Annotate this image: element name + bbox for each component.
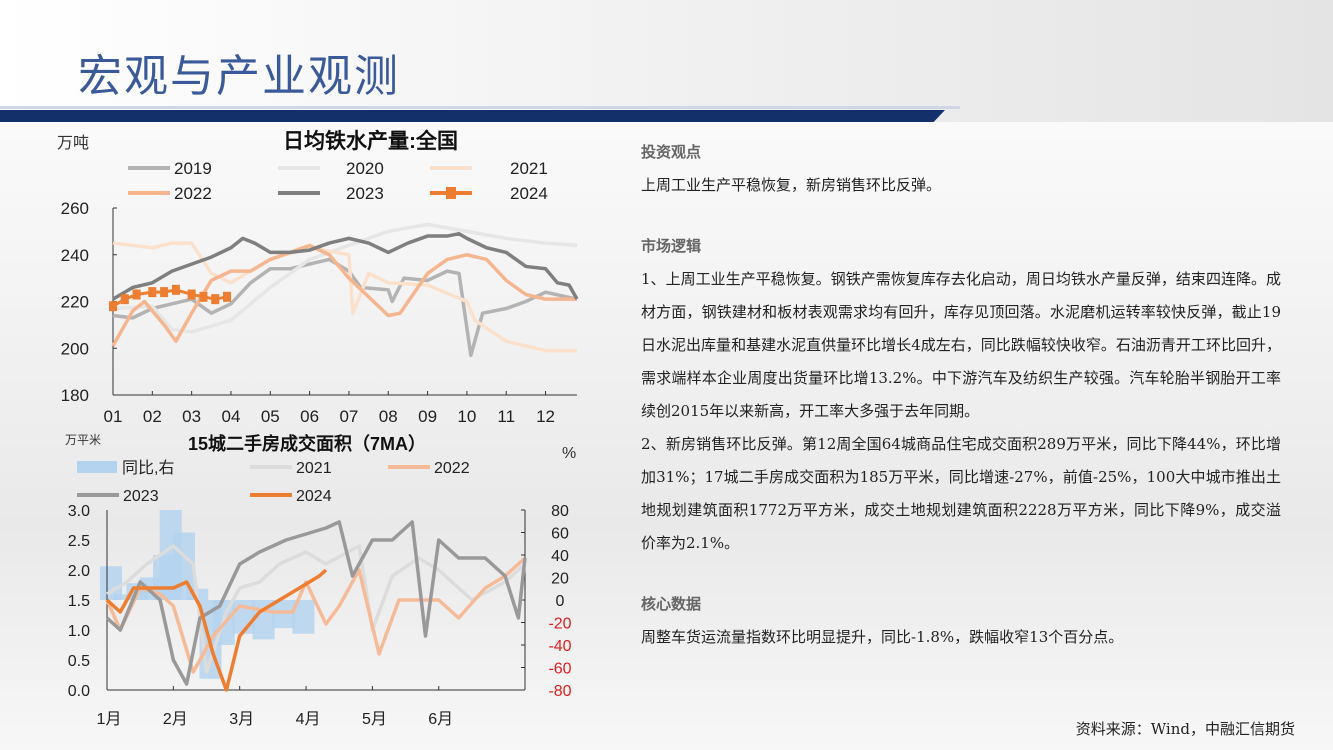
- y2-tick-label: 60: [551, 526, 569, 543]
- section-title: 市场逻辑: [641, 237, 702, 255]
- y-tick-label: 1.0: [68, 623, 90, 640]
- x-tick-label: 10: [457, 407, 476, 426]
- x-tick-label: 01: [104, 407, 123, 426]
- y2-tick-label: 80: [551, 503, 569, 520]
- chart-title: 日均铁水产量:全国: [283, 129, 458, 153]
- paragraph-1: 1、上周工业生产平稳恢复。钢铁产需恢复库存去化启动，周日均铁水产量反弹，结束四连…: [641, 270, 1281, 420]
- x-tick-label: 4月: [296, 711, 321, 728]
- y-tick-label: 3.0: [68, 503, 90, 520]
- series-2022: [111, 243, 577, 347]
- legend-label: 2020: [346, 159, 384, 178]
- x-tick-label: 6月: [428, 711, 453, 728]
- section-text: 周整车货运流量指数环比明显提升，同比-1.8%，跌幅收窄13个百分点。: [641, 628, 1124, 646]
- y2-tick-label: 0: [556, 593, 565, 610]
- header-divider: [0, 110, 945, 122]
- x-tick-label: 07: [339, 407, 358, 426]
- series-2024: [105, 568, 328, 692]
- x-tick-label: 2月: [163, 711, 188, 728]
- legend-label: 2022: [174, 184, 212, 203]
- legend-label: 2024: [510, 184, 548, 203]
- x-tick-label: 3月: [229, 711, 254, 728]
- data-point-2024: [171, 284, 180, 295]
- paragraph-2: 2、新房销售环比反弹。第12周全国64城商品住宅成交面积289万平米，同比下降4…: [641, 435, 1281, 552]
- data-point-2024: [160, 287, 169, 298]
- x-tick-label: 12: [536, 407, 555, 426]
- data-point-2024: [223, 291, 232, 302]
- series-2023: [112, 231, 579, 301]
- legend-label: 2021: [296, 460, 332, 477]
- legend-label: 2021: [510, 159, 548, 178]
- yoy-bar: [113, 594, 136, 600]
- yoy-bar: [272, 600, 295, 629]
- y-tick-label: 2.5: [68, 533, 90, 550]
- commentary-panel: 投资观点 上周工业生产平稳恢复，新房销售环比反弹。 市场逻辑 1、上周工业生产平…: [641, 136, 1281, 654]
- legend-label: 2023: [123, 488, 159, 505]
- series-2023: [105, 520, 527, 686]
- data-point-2024: [199, 291, 208, 302]
- y-tick-label: 180: [61, 386, 89, 405]
- x-tick-label: 08: [379, 407, 398, 426]
- legend-label: 同比,右: [122, 459, 174, 477]
- legend-marker: [446, 187, 456, 199]
- source-note: 资料来源：Wind，中融汇信期货: [1075, 720, 1295, 738]
- y-tick-label: 220: [61, 293, 89, 312]
- x-tick-label: 1月: [97, 711, 122, 728]
- legend-label: 2022: [434, 460, 470, 477]
- y2-tick-label: -60: [548, 661, 571, 678]
- x-tick-label: 03: [182, 407, 201, 426]
- y-tick-label: 1.5: [68, 593, 90, 610]
- section-text: 上周工业生产平稳恢复，新房销售环比反弹。: [641, 176, 942, 194]
- legend-label: 2023: [346, 184, 384, 203]
- series-2024: [112, 288, 228, 308]
- section-title: 投资观点: [641, 143, 702, 161]
- chart-title: 15城二手房成交面积（7MA）: [188, 433, 426, 454]
- second-hand-housing-chart: 15城二手房成交面积（7MA） 万平米% 同比,右 2021 2022 2023 2024 0…: [65, 433, 576, 728]
- data-point-2024: [211, 294, 220, 305]
- x-tick-label: 11: [497, 407, 515, 426]
- investment-view: 投资观点 上周工业生产平稳恢复，新房销售环比反弹。: [641, 136, 1281, 202]
- y2-axis-unit: %: [562, 445, 576, 462]
- y2-tick-label: -80: [548, 683, 571, 700]
- yoy-bar: [100, 566, 122, 600]
- x-tick-label: 06: [300, 407, 319, 426]
- section-title: 核心数据: [641, 595, 702, 613]
- series-2019: [112, 257, 578, 358]
- y2-tick-label: -20: [548, 616, 571, 633]
- data-point-2024: [187, 289, 196, 300]
- data-point-2024: [120, 294, 129, 305]
- y-axis-unit: 万吨: [57, 134, 89, 152]
- y-tick-label: 260: [61, 199, 89, 218]
- iron-output-chart: 日均铁水产量:全国 万吨 2019 2020 2021 2022 2023 2024 180 20…: [57, 129, 579, 426]
- x-tick-label: 09: [418, 407, 437, 426]
- legend-label: 2024: [296, 488, 332, 505]
- legend-label: 2019: [174, 159, 212, 178]
- data-point-2024: [132, 289, 141, 300]
- legend-swatch-yoy: [77, 461, 117, 473]
- header-background: [0, 0, 1333, 122]
- yoy-bar: [292, 600, 315, 634]
- market-logic: 市场逻辑 1、上周工业生产平稳恢复。钢铁产需恢复库存去化启动，周日均铁水产量反弹…: [641, 230, 1281, 560]
- core-data: 核心数据 周整车货运流量指数环比明显提升，同比-1.8%，跌幅收窄13个百分点。: [641, 588, 1281, 654]
- y2-tick-label: 20: [551, 571, 569, 588]
- x-tick-label: 5月: [362, 711, 387, 728]
- y2-tick-label: -40: [548, 638, 571, 655]
- y-tick-label: 0.5: [68, 653, 90, 670]
- data-point-2024: [109, 301, 117, 312]
- series-2021: [112, 241, 577, 353]
- x-tick-label: 05: [261, 407, 280, 426]
- y2-tick-label: 40: [551, 548, 569, 565]
- y-tick-label: 200: [61, 339, 89, 358]
- x-tick-label: 02: [143, 407, 162, 426]
- y-tick-label: 240: [61, 246, 89, 265]
- data-point-2024: [148, 287, 157, 298]
- header-divider-light: [0, 106, 960, 109]
- y-tick-label: 2.0: [68, 563, 90, 580]
- x-tick-label: 04: [222, 407, 241, 426]
- page-title: 宏观与产业观测: [78, 51, 400, 102]
- y-tick-label: 0.0: [68, 683, 90, 700]
- y-axis-unit: 万平米: [65, 433, 101, 447]
